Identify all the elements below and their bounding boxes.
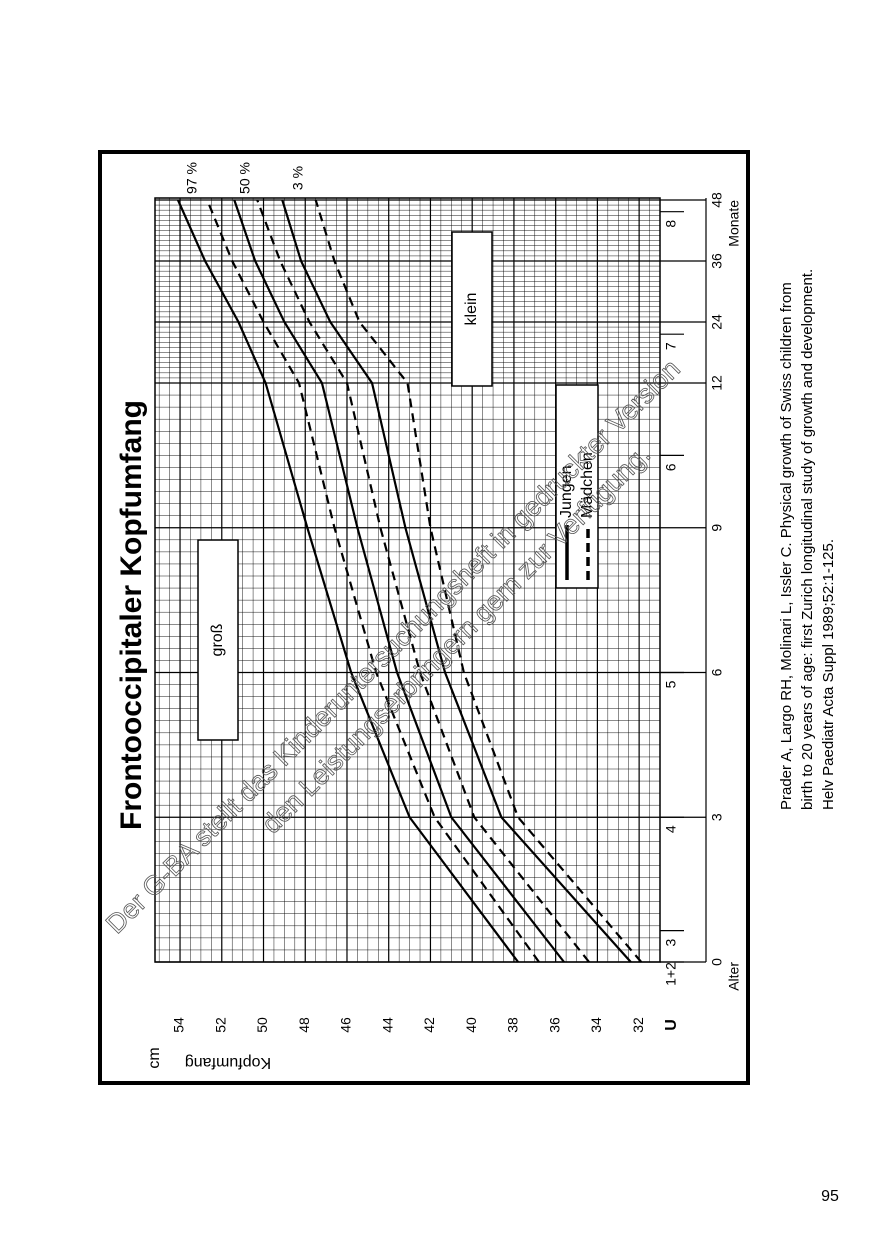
y-tick-label: 34: [588, 1017, 604, 1033]
region-label: groß: [209, 623, 226, 656]
region-label: klein: [463, 293, 480, 326]
x-tick-label: 9: [709, 524, 725, 532]
region-box: [451, 231, 493, 387]
u-tick-label: 6: [663, 463, 679, 471]
chart-title: Frontooccipitaler Kopfumfang: [115, 400, 148, 830]
x-unit: Monate: [726, 200, 742, 247]
y-tick-label: 40: [463, 1017, 479, 1033]
y-unit: cm: [146, 1047, 163, 1068]
citation-line: Prader A, Largo RH, Molinari L, Issler C…: [778, 282, 795, 810]
region-box: [197, 539, 239, 741]
y-axis-label: Kopfumfang: [185, 1054, 271, 1071]
curve: [233, 199, 565, 963]
u-tick-label: 4: [663, 825, 679, 833]
y-tick-label: 32: [630, 1017, 646, 1033]
curve: [281, 199, 632, 963]
legend: Jungen Mädchen: [558, 452, 596, 580]
x-tick-label: 12: [709, 375, 725, 391]
x-tick-label: 3: [709, 813, 725, 821]
y-tick-label: 36: [546, 1017, 562, 1033]
y-tick-label: 44: [379, 1017, 395, 1033]
x-tick-label: 0: [709, 958, 725, 966]
u-tick-label: 1+2: [663, 962, 679, 986]
page-number: 95: [821, 1188, 839, 1205]
percentile-label: 97 %: [183, 162, 199, 194]
x-tick-label: 6: [709, 668, 725, 676]
u-tick-label: 5: [663, 680, 679, 688]
y-tick-label: 52: [212, 1017, 228, 1033]
curve: [176, 199, 519, 963]
chart-frame: [98, 150, 750, 1085]
u-tick-label: 7: [663, 342, 679, 350]
percentile-label: 50 %: [236, 162, 252, 194]
legend-label: Jungen: [558, 466, 575, 519]
curve: [206, 199, 540, 963]
u-tick-label: 8: [663, 220, 679, 228]
citation-line: birth to 20 years of age: first Zurich l…: [799, 269, 816, 810]
x-tick-label: 48: [709, 192, 725, 208]
percentile-label: 3 %: [290, 166, 306, 190]
legend-box: [555, 384, 599, 589]
x-tick-label: 24: [709, 314, 725, 330]
curve: [256, 199, 590, 963]
y-tick-label: 54: [171, 1017, 187, 1033]
y-tick-label: 38: [505, 1017, 521, 1033]
y-tick-label: 42: [421, 1017, 437, 1033]
x-tick-label: 36: [709, 253, 725, 269]
citation-line: Helv Paediatr Acta Suppl 1989;52:1-125.: [820, 539, 837, 810]
legend-label: Mädchen: [579, 452, 596, 518]
u-label: U: [663, 1019, 680, 1031]
y-tick-label: 48: [296, 1017, 312, 1033]
y-tick-label: 46: [338, 1017, 354, 1033]
y-tick-label: 50: [254, 1017, 270, 1033]
u-tick-label: 3: [663, 939, 679, 947]
curve: [314, 199, 643, 963]
x-axis-label: Alter: [726, 962, 742, 991]
